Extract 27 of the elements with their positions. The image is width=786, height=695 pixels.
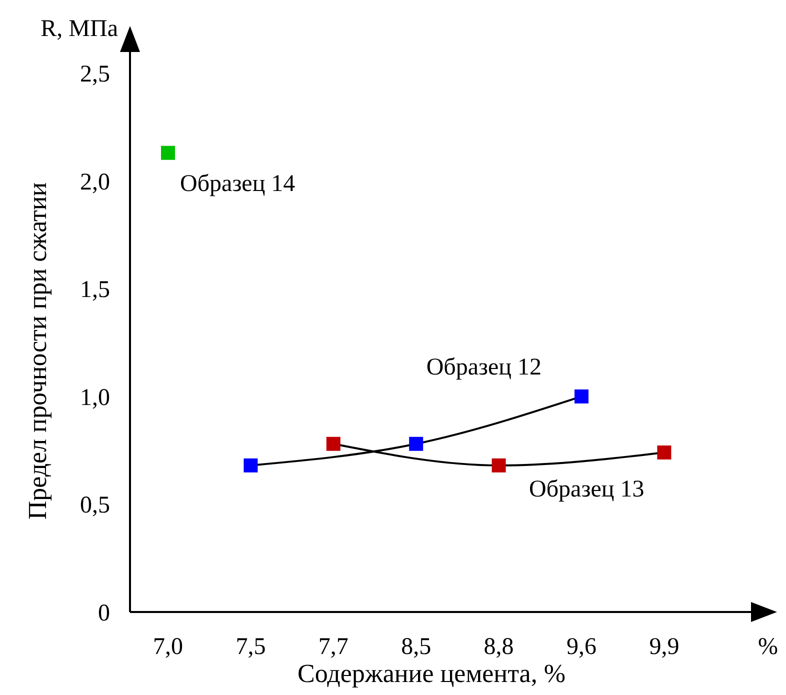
point xyxy=(574,389,588,404)
x-tick-label: 7,0 xyxy=(153,634,183,660)
x-tick-label: 8,8 xyxy=(484,634,514,660)
point xyxy=(657,445,672,460)
x-tick-label: 9,6 xyxy=(566,634,596,660)
series-label: Образец 14 xyxy=(180,170,296,197)
point xyxy=(326,436,340,451)
y-tick-label: 2,5 xyxy=(80,62,110,88)
text: R, МПа xyxy=(40,16,118,42)
x-tick-label: 7,5 xyxy=(236,634,266,660)
x-axis-title: Содержание цемента, % xyxy=(298,659,566,688)
y-tick-label: 1,0 xyxy=(80,384,110,411)
point xyxy=(409,436,424,451)
point xyxy=(244,458,258,472)
y-tick-label: 0,5 xyxy=(80,492,110,519)
y-axis-title: Предел прочности при сжатии xyxy=(23,182,52,520)
x-tick-label: 7,7 xyxy=(318,634,348,660)
text: % xyxy=(758,634,778,660)
x-tick-label: 9,9 xyxy=(649,634,680,660)
point xyxy=(492,458,506,472)
series-label: Образец 12 xyxy=(426,354,542,380)
x-tick-label: 8,5 xyxy=(401,634,432,660)
y-tick-label: 2,0 xyxy=(80,169,110,196)
point xyxy=(161,146,175,160)
series-label: Образец 13 xyxy=(529,476,644,502)
y-tick-label: 1,5 xyxy=(80,277,110,304)
y-tick-label: 0 xyxy=(98,600,110,626)
